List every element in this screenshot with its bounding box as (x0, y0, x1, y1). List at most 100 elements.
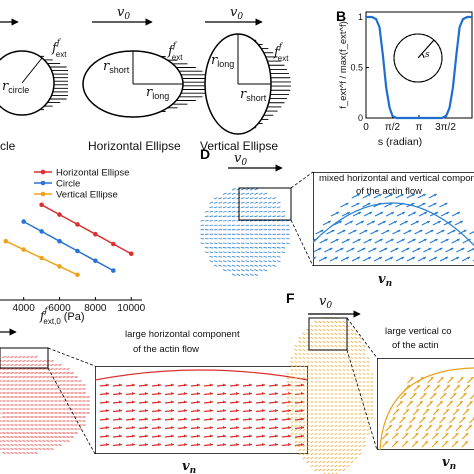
f-cell-vector (310, 341, 314, 343)
panel-label-b: B (336, 8, 346, 24)
f-cell-vector (338, 365, 342, 367)
f-cell-vector (334, 437, 338, 439)
d-zoom-arrowhead (375, 230, 379, 233)
f-cell-vector (350, 453, 354, 455)
f-cell-vector (358, 353, 362, 355)
chart-c-point (93, 258, 98, 264)
d-cell-vector (263, 215, 268, 217)
f-zoom-arrowhead (456, 385, 460, 388)
e-zoom-arrowhead (158, 426, 161, 429)
d-zoom-arrowhead (320, 230, 324, 233)
d-cell-vector (222, 247, 227, 249)
f-cell-vector (298, 369, 302, 371)
f-cell-vector (314, 449, 318, 451)
f-cell-vector (326, 457, 330, 459)
d-zoom-arrowhead (411, 194, 415, 197)
e-zoom-arrowhead (223, 417, 226, 421)
f-cell-vector (322, 324, 326, 328)
d-cell-vector (263, 206, 268, 209)
f-zoom-arrowhead (426, 409, 430, 412)
d-zoom-arrowhead (426, 221, 430, 224)
d-zoom-arrowhead (417, 248, 421, 251)
f-cell-vector (330, 464, 334, 468)
d-cell-vector (222, 210, 227, 213)
e-zoom-arrowhead (145, 426, 148, 429)
f-cell-vector (354, 365, 358, 367)
f-cell-vector (298, 445, 302, 447)
d-zoom-arrowhead (378, 203, 382, 206)
d-zoom-arrowhead (400, 203, 404, 206)
f-cell-vector (358, 433, 362, 435)
f-cell-vector (302, 425, 306, 427)
e-zoom-arrowhead (184, 426, 187, 429)
f-cell-vector (346, 460, 350, 464)
e-zoom-arrowhead (158, 400, 161, 404)
f-cell-vector (346, 433, 350, 435)
e-zoom-arrowhead (184, 383, 187, 387)
f-cell-vectors (286, 316, 374, 474)
f-cell-vector (366, 365, 370, 367)
d-zoom-arrowhead (324, 257, 327, 260)
chart-c-point (21, 219, 26, 224)
f-cell-vector (342, 345, 346, 347)
f-zoom-arrowhead (462, 417, 466, 420)
d-cell-vector (227, 251, 232, 254)
d-cell-vector (263, 255, 268, 258)
f-zoom-arrowhead (415, 433, 419, 436)
d-cell-vector (267, 210, 272, 213)
f-cell-vector (306, 425, 310, 427)
e-cell-vector (10, 448, 14, 450)
d-zoom-vector (467, 248, 474, 253)
f-cell-vector (322, 320, 326, 324)
d-zoom-arrowhead (346, 257, 349, 260)
f-cell-vector (342, 449, 346, 451)
f-cell-vector (326, 353, 330, 355)
d-zoom-arrowhead (349, 221, 353, 224)
r-short-label-h: rshort (103, 59, 130, 75)
f-cell-vector (310, 421, 314, 423)
d-zoom-arrowhead (358, 212, 362, 215)
chart-c-point (3, 238, 9, 244)
f-cell-vector (330, 361, 334, 363)
e-zoom-arrowhead (132, 383, 135, 387)
f-cell-vector (358, 357, 362, 359)
f-cell-vector (322, 341, 326, 343)
e-zoom-arrowhead (171, 383, 174, 387)
f-cell-vector (354, 457, 358, 459)
e-zoom-arrowhead (145, 383, 148, 387)
f-cell-vector (362, 429, 366, 431)
f-cell-vector (350, 337, 354, 339)
d-zoom-arrowhead (456, 239, 460, 242)
f-cell-vector (354, 341, 358, 343)
d-zoom-arrowhead (327, 221, 331, 224)
f-cell-vector (358, 453, 362, 455)
d-cell-vector (222, 192, 227, 195)
d-cell-vector (236, 269, 241, 272)
d-cell-vector (231, 188, 236, 191)
d-cell-vector (240, 255, 245, 258)
e-cell-vector (6, 360, 10, 362)
f-cell-vector (342, 429, 346, 431)
f-cell-vector (302, 453, 306, 455)
d-cell-vector (227, 206, 232, 209)
e-zoom-arrowhead (275, 400, 278, 404)
d-zoom-arrowhead (378, 194, 382, 197)
f-cell-vector (298, 365, 302, 367)
f-cell-vector (314, 361, 318, 363)
inset-radius (417, 39, 435, 59)
f-cell-vector (346, 464, 350, 468)
d-cell-vector (204, 251, 209, 254)
d-cell-vector (249, 201, 254, 204)
f-cell-vector (330, 468, 334, 472)
f-cell-vector (330, 441, 334, 443)
e-zoom-arrowhead (262, 409, 265, 412)
f-cell-vector (354, 333, 358, 335)
d-cell-vector (249, 192, 254, 195)
chart-c-point (21, 247, 26, 252)
d-cell-vector (249, 215, 254, 217)
d-cell-vector (272, 197, 277, 200)
d-zoom-arrowhead (302, 257, 305, 260)
d-cell-vector (218, 201, 223, 204)
d-cell-vector (249, 251, 254, 254)
e-zoom-arrowhead (288, 392, 291, 395)
